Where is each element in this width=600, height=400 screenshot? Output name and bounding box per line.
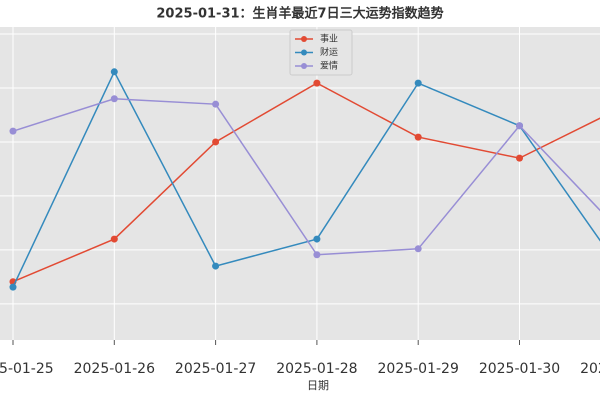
legend-marker [301,36,307,42]
x-tick-label: 2025-01-27 [175,361,256,377]
point [516,154,523,162]
point [110,235,118,243]
x-tick-label: 2025-01-30 [479,361,560,377]
x-tick-label: 2025-01-29 [378,361,459,377]
point [414,133,422,141]
point [313,79,321,87]
point [110,68,118,76]
point [414,245,422,253]
point [313,251,321,259]
point [212,100,220,108]
x-tick-label: 2025-01-31 [580,361,600,377]
point [414,79,422,87]
legend-label: 财运 [320,46,338,58]
point [313,235,321,243]
chart-title: 2025-01-31：生肖羊最近7日三大运势指数趋势 [156,6,443,22]
x-axis-label: 日期 [307,379,329,392]
x-tick-label: 2025-01-25 [0,361,54,377]
legend-label: 事业 [320,33,338,45]
plot-area [0,27,600,340]
legend-marker [301,49,307,56]
x-tick-label: 2025-01-26 [74,361,155,377]
legend-label: 爱情 [320,60,338,72]
point [110,95,118,103]
point [212,262,220,270]
point [516,122,523,130]
legend-marker [301,63,307,69]
x-tick-label: 2025-01-28 [276,361,357,377]
point [212,138,220,146]
point [9,283,17,291]
point [9,127,17,135]
